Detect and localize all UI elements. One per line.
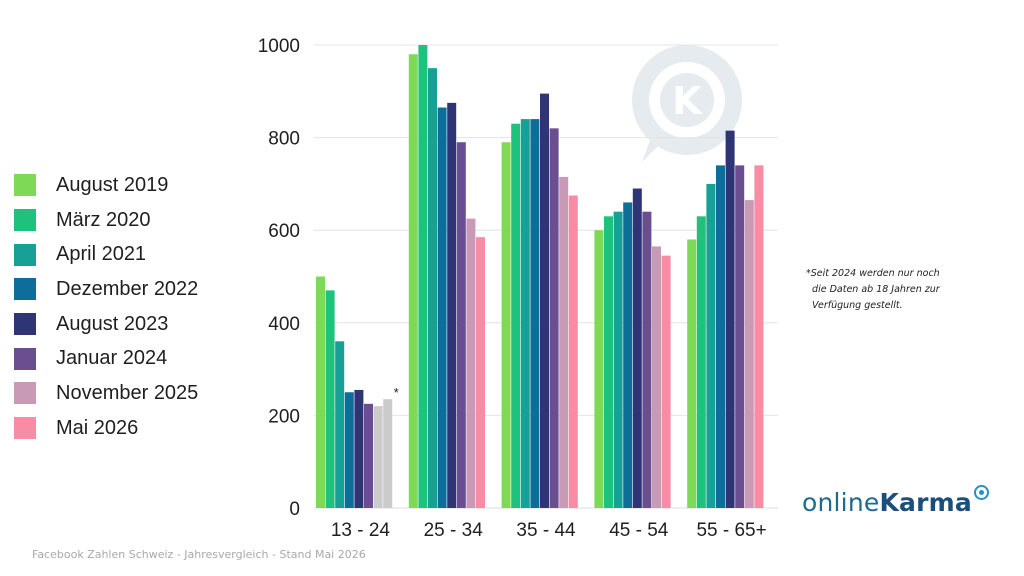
bar <box>687 239 697 508</box>
bar <box>501 142 511 509</box>
logo-part-karma: Karma <box>879 488 972 517</box>
footnote-line-3: Verfügung gestellt. <box>812 300 903 311</box>
legend-item: November 2025 <box>14 376 254 411</box>
y-tick-label: 1000 <box>258 36 300 57</box>
footnote-line-1: *Seit 2024 werden nur noch <box>806 268 940 279</box>
bar <box>511 123 521 509</box>
bar <box>530 119 540 508</box>
y-tick-label: 800 <box>268 129 300 150</box>
karma-watermark-icon: K <box>632 45 742 162</box>
bar <box>632 188 642 508</box>
bar <box>706 183 716 508</box>
bar <box>613 211 623 508</box>
legend-swatch <box>14 174 36 197</box>
y-tick-label: 400 <box>268 314 300 335</box>
bar <box>437 107 447 508</box>
legend-item: Januar 2024 <box>14 341 254 376</box>
legend-label: November 2025 <box>56 381 199 404</box>
onlinekarma-logo: onlineKarma <box>802 488 972 517</box>
bar <box>559 176 569 508</box>
x-tick-label: 13 - 24 <box>331 520 391 541</box>
y-tick-label: 200 <box>268 406 300 427</box>
x-tick-label: 35 - 44 <box>516 520 576 541</box>
bar <box>456 142 466 509</box>
bar <box>476 237 485 508</box>
y-tick-label: 0 <box>289 499 300 520</box>
chart-caption: Facebook Zahlen Schweiz - Jahresvergleic… <box>32 548 366 561</box>
bar <box>316 276 325 508</box>
annotation-asterisk: * <box>394 385 399 400</box>
legend-swatch <box>14 243 36 266</box>
bar <box>754 165 764 508</box>
legend-item: April 2021 <box>14 237 254 272</box>
bar <box>373 406 383 508</box>
bar <box>568 195 578 508</box>
bar <box>447 102 457 508</box>
bar <box>623 202 633 509</box>
logo-target-icon <box>974 485 989 500</box>
bar <box>716 165 725 508</box>
legend-label: Mai 2026 <box>56 416 139 439</box>
bar <box>604 216 613 508</box>
legend-label: August 2023 <box>56 312 169 335</box>
x-tick-label: 45 - 54 <box>609 520 669 541</box>
bar <box>696 216 706 508</box>
legend-item: August 2019 <box>14 168 254 203</box>
bar <box>735 165 745 508</box>
legend-swatch <box>14 209 36 232</box>
legend-swatch <box>14 313 36 336</box>
bar <box>428 68 437 509</box>
bar <box>335 341 345 508</box>
bar <box>408 54 418 508</box>
bar <box>344 392 354 508</box>
bar <box>540 93 549 509</box>
bar <box>744 200 754 509</box>
footnote: *Seit 2024 werden nur noch die Daten ab … <box>806 266 976 314</box>
bar <box>520 119 530 508</box>
bar <box>642 211 652 508</box>
bar <box>661 255 671 508</box>
legend-swatch <box>14 347 36 370</box>
legend-swatch <box>14 382 36 405</box>
chart-legend: August 2019 März 2020 April 2021 Dezember 2… <box>14 168 254 446</box>
legend-item: Dezember 2022 <box>14 272 254 307</box>
footnote-marker: * <box>806 268 811 279</box>
legend-swatch <box>14 417 36 440</box>
bar <box>725 130 735 508</box>
legend-item: August 2023 <box>14 307 254 342</box>
bar <box>466 218 476 508</box>
bar <box>549 128 559 508</box>
legend-label: Januar 2024 <box>56 347 168 370</box>
watermark-letter: K <box>672 79 703 123</box>
legend-label: März 2020 <box>56 208 151 231</box>
bar <box>652 246 661 508</box>
x-tick-label: 55 - 65+ <box>696 520 766 541</box>
y-tick-label: 600 <box>268 221 300 242</box>
bar <box>418 45 428 508</box>
legend-swatch <box>14 278 36 301</box>
bar <box>325 290 335 508</box>
bar <box>354 389 364 508</box>
legend-item: März 2020 <box>14 203 254 238</box>
legend-label: August 2019 <box>56 173 169 196</box>
logo-part-online: online <box>802 488 880 517</box>
legend-item: Mai 2026 <box>14 411 254 446</box>
footnote-line-2: die Daten ab 18 Jahren zur <box>812 284 940 295</box>
x-tick-label: 25 - 34 <box>424 520 484 541</box>
bar <box>364 403 373 508</box>
legend-label: Dezember 2022 <box>56 277 199 300</box>
bar <box>594 230 604 508</box>
legend-label: April 2021 <box>56 243 147 266</box>
bar <box>383 399 393 508</box>
